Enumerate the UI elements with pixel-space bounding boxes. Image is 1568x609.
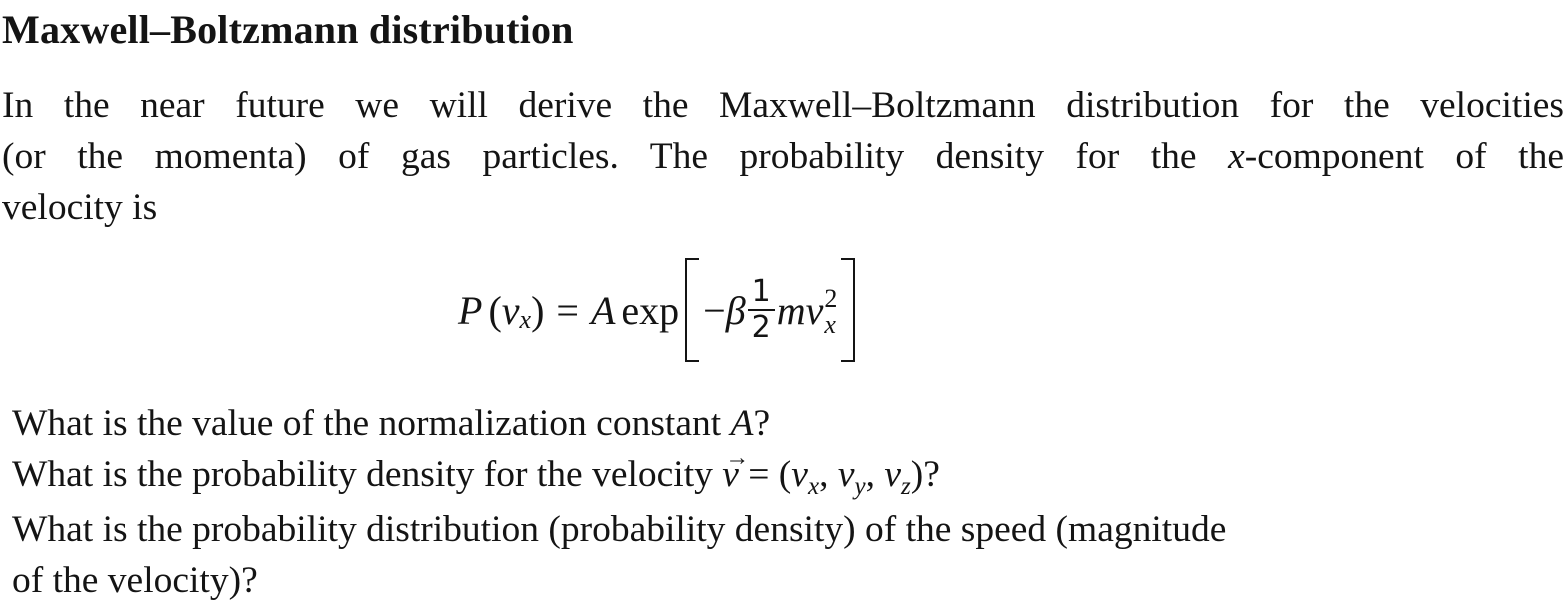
eq-right-bracket: [841, 258, 856, 362]
vector-arrow-icon: →: [725, 445, 750, 471]
intro-line-1: In the near future we will derive the Ma…: [2, 85, 1564, 126]
question-3-line-1: What is the probability distribution (pr…: [12, 509, 1227, 550]
intro-line-2: (or the momenta) of gas particles. The p…: [2, 131, 1564, 182]
intro-paragraph: In the near future we will derive the Ma…: [2, 80, 1564, 233]
eq-lhs-subscript: x: [519, 305, 532, 334]
question-2-comma-1: ,: [819, 454, 838, 495]
section-heading: Maxwell–Boltzmann distribution: [2, 7, 574, 52]
eq-fraction-numerator: 1: [751, 274, 771, 309]
question-1-variable: A: [730, 403, 754, 444]
intro-x-variable: x: [1228, 136, 1245, 177]
eq-lhs-close-paren: ): [531, 287, 545, 333]
eq-minus: −: [703, 287, 726, 333]
eq-mass: m: [776, 287, 806, 333]
question-2: What is the probability density for the …: [12, 445, 1512, 504]
eq-velocity-subscript: x: [824, 310, 836, 339]
question-2-vy: v: [837, 454, 855, 495]
question-2-vector: → v: [722, 445, 749, 500]
question-2-vy-sub: y: [854, 473, 866, 500]
question-list: What is the value of the normalization c…: [12, 398, 1512, 606]
question-2-vx: v: [791, 454, 808, 495]
eq-lhs-function: P: [458, 287, 483, 333]
eq-velocity-scripts: 2 x: [824, 286, 837, 338]
question-2-vector-letter: v: [722, 454, 739, 495]
question-2-equals: = (: [738, 454, 792, 495]
question-1: What is the value of the normalization c…: [12, 398, 1512, 449]
eq-velocity-exponent: 2: [824, 284, 838, 313]
intro-line-2-end: -component of the: [1244, 136, 1564, 177]
eq-equals: =: [556, 287, 579, 333]
question-2-text: What is the probability density for the …: [12, 454, 723, 495]
intro-line-3: velocity is: [2, 187, 158, 228]
eq-lhs-open-paren: (: [488, 287, 502, 333]
question-3-line-2: of the velocity)?: [12, 560, 258, 601]
eq-coefficient: A: [590, 287, 616, 333]
question-2-vz: v: [884, 454, 901, 495]
eq-beta: β: [725, 287, 746, 333]
question-1-text: What is the value of the normalization c…: [12, 403, 731, 444]
question-2-vx-sub: x: [807, 473, 820, 500]
question-2-vz-sub: z: [900, 473, 911, 500]
eq-lhs-variable: v: [501, 287, 520, 333]
eq-fraction-bar: [747, 309, 775, 311]
question-2-end: )?: [910, 454, 940, 495]
eq-left-bracket: [685, 258, 700, 362]
intro-line-2-start: (or the momenta) of gas particles. The p…: [2, 136, 1229, 177]
eq-fraction: 1 2: [747, 274, 775, 345]
eq-exp-function: exp: [621, 287, 680, 333]
eq-velocity: v: [805, 287, 824, 333]
eq-fraction-denominator: 2: [751, 310, 771, 345]
question-2-comma-2: ,: [865, 454, 885, 495]
question-1-end: ?: [753, 403, 771, 444]
